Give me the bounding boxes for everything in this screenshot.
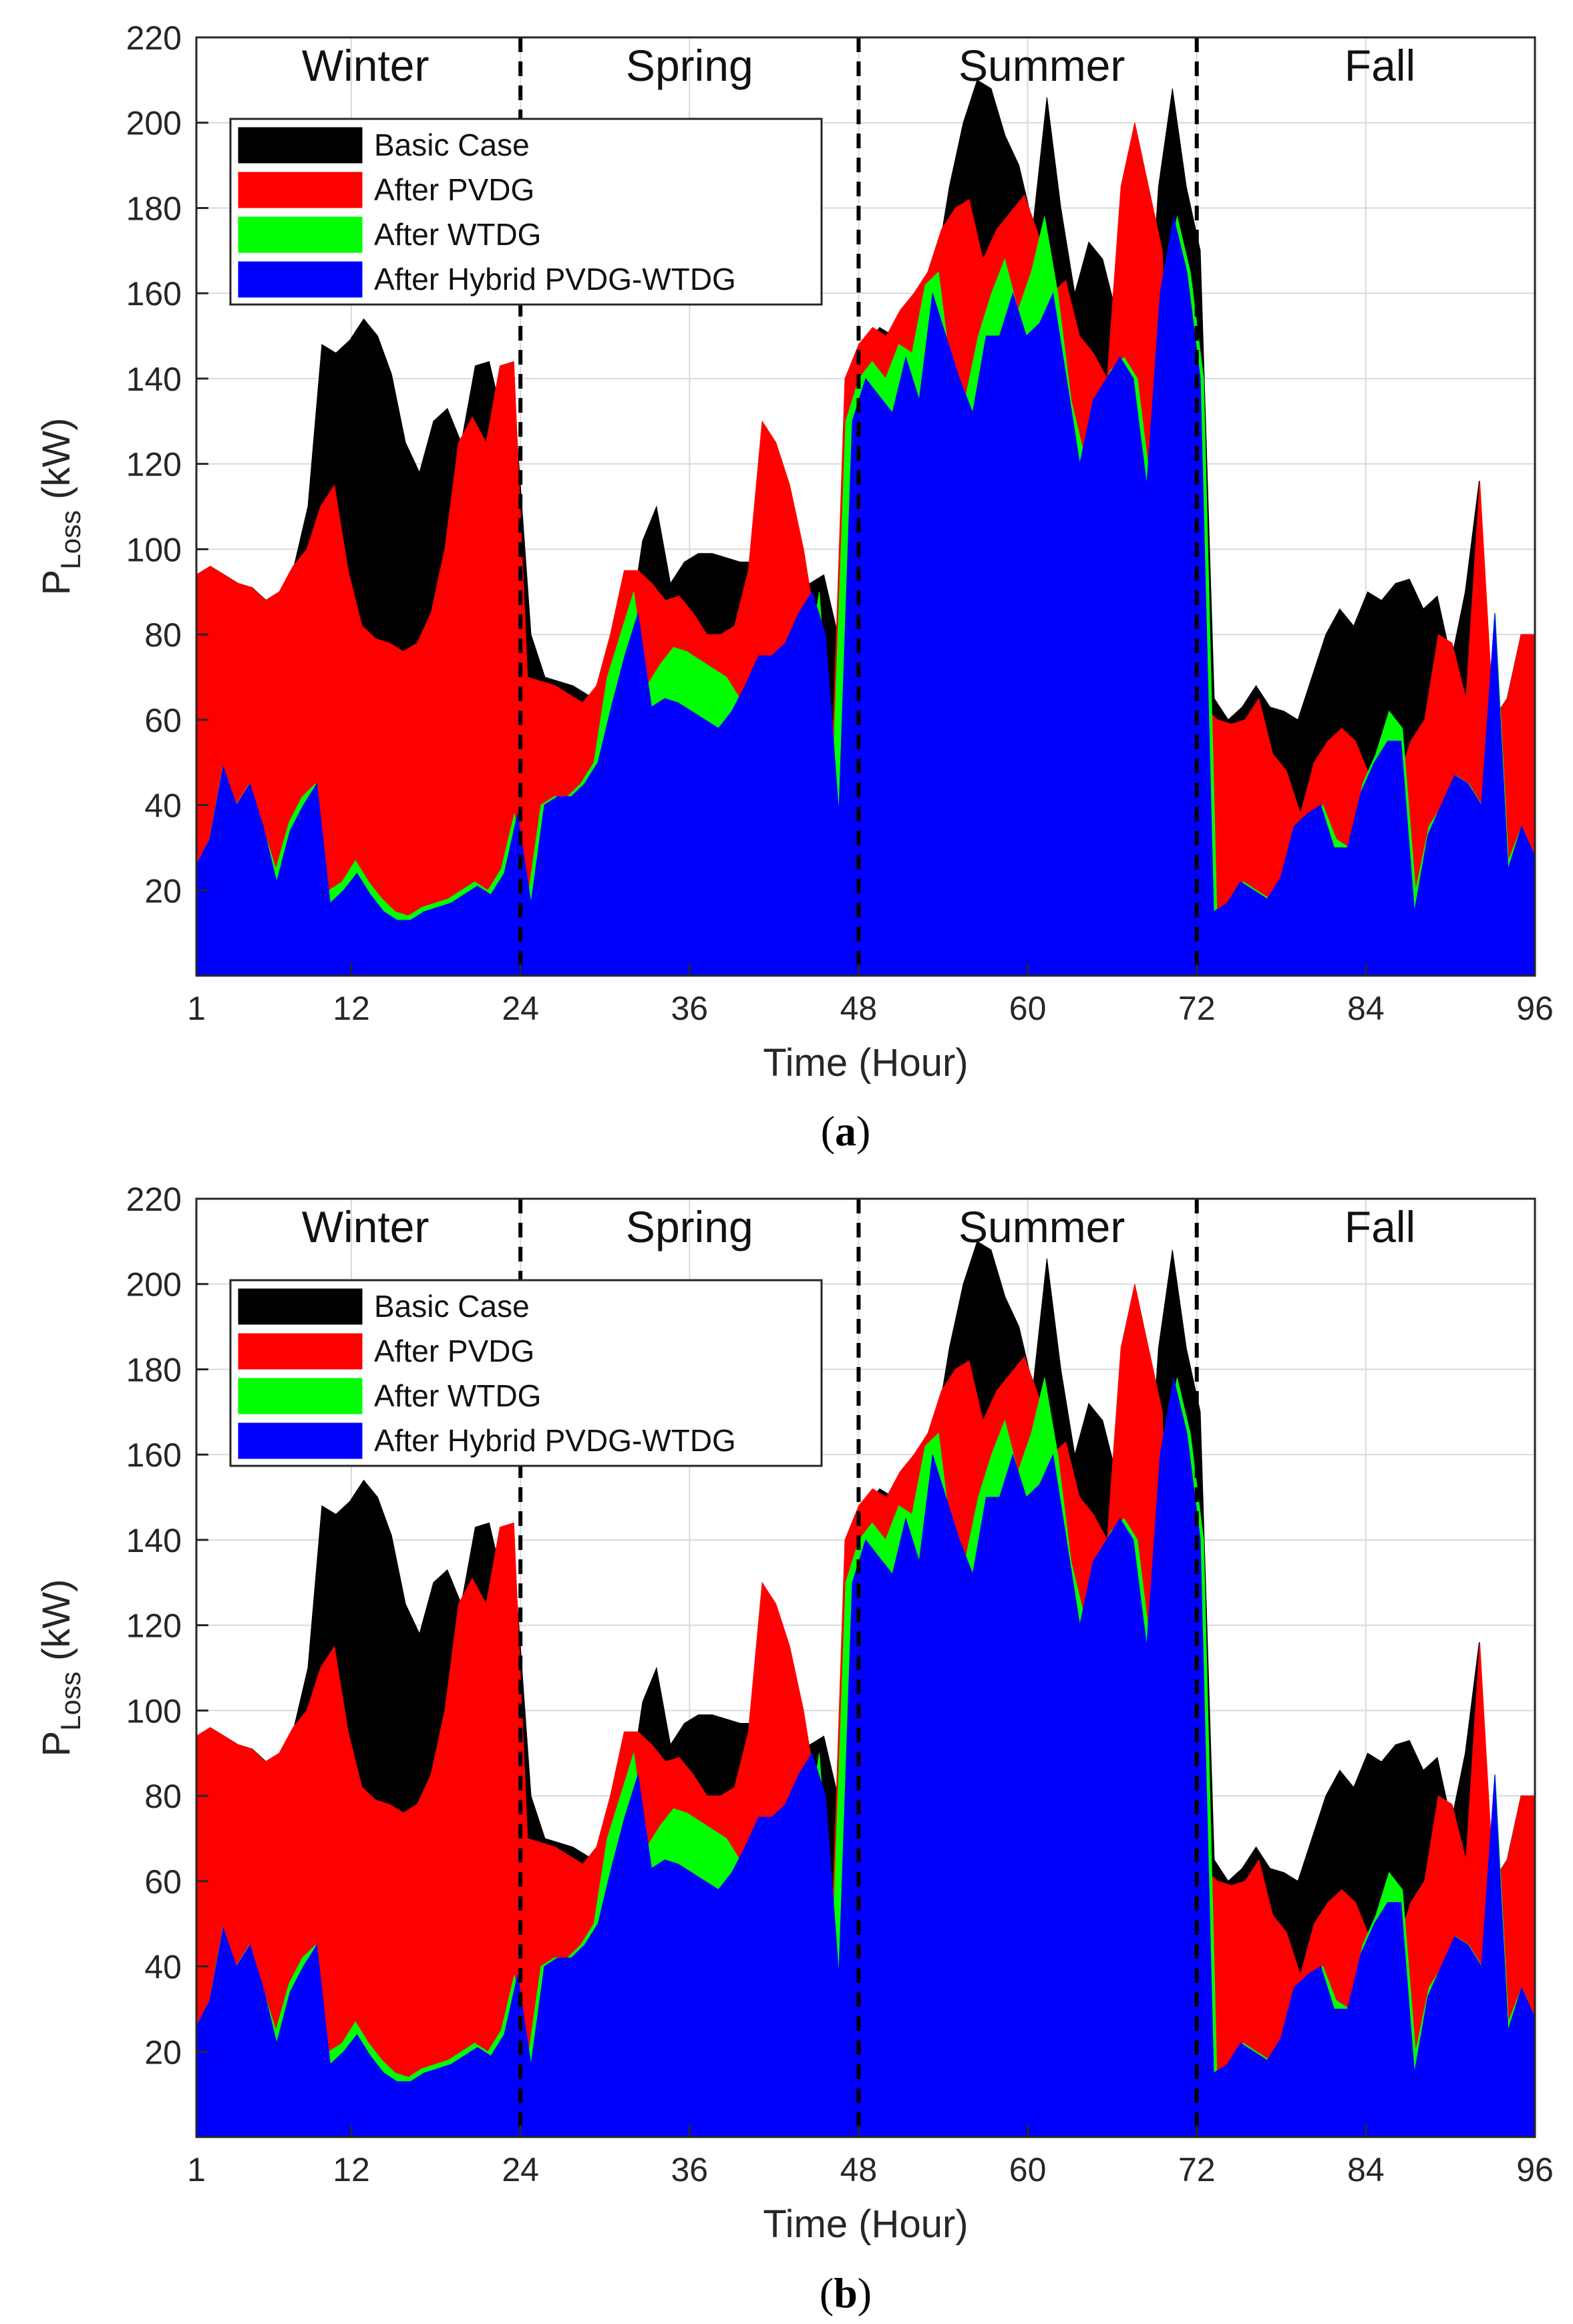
y-axis-label: PLoss (kW): [35, 418, 86, 596]
legend-swatch: [238, 172, 363, 208]
y-tick-label: 80: [144, 616, 182, 654]
x-tick-label: 1: [187, 990, 206, 1027]
y-tick-label: 20: [144, 2034, 182, 2071]
series-group: [196, 79, 1536, 976]
season-label: Summer: [958, 41, 1125, 90]
legend-label: After Hybrid PVDG-WTDG: [374, 262, 736, 297]
legend: Basic Case After PVDG After WTDG After Hybr…: [229, 118, 823, 306]
x-tick-label: 72: [1178, 2151, 1216, 2188]
area-series-after-hybrid-pvdg-wtdg: [196, 1378, 1536, 2138]
season-label: Summer: [958, 1202, 1125, 1251]
x-tick-label: 36: [671, 990, 709, 1027]
x-tick-label: 96: [1516, 990, 1554, 1027]
series-group: [196, 1241, 1536, 2138]
y-tick-label: 20: [144, 872, 182, 910]
x-tick-label: 84: [1347, 990, 1385, 1027]
x-tick-label: 60: [1009, 990, 1047, 1027]
x-axis-label: Time (Hour): [763, 2202, 968, 2246]
y-tick-label: 180: [126, 190, 182, 227]
y-tick-label: 180: [126, 1351, 182, 1388]
legend-swatch: [238, 1422, 363, 1459]
x-tick-label: 48: [840, 990, 878, 1027]
x-tick-label: 12: [333, 2151, 370, 2188]
legend-swatch: [238, 261, 363, 298]
y-tick-label: 60: [144, 1863, 182, 1901]
figure-caption: (a): [821, 1107, 871, 1155]
legend-label: After PVDG: [374, 1334, 534, 1368]
y-tick-label: 120: [126, 446, 182, 483]
y-tick-label: 200: [126, 105, 182, 142]
x-tick-label: 24: [502, 2151, 539, 2188]
figure-caption: (b): [820, 2269, 872, 2317]
chart-panel-a: Winter Spring Summer Fall 20 40 60 80 100 120 140 1…: [35, 19, 1554, 1155]
y-tick-label: 160: [126, 1436, 182, 1474]
legend-swatch: [238, 127, 363, 164]
y-tick-label: 40: [144, 787, 182, 825]
y-axis-label: PLoss (kW): [35, 1579, 86, 1757]
y-tick-label: 160: [126, 275, 182, 313]
legend-swatch: [238, 1378, 363, 1414]
x-tick-label: 36: [671, 2151, 709, 2188]
legend-label: Basic Case: [374, 1289, 530, 1324]
x-tick-label: 12: [333, 990, 370, 1027]
y-tick-label: 100: [126, 531, 182, 568]
x-tick-label: 84: [1347, 2151, 1385, 2188]
y-tick-label: 220: [126, 19, 182, 57]
season-label: Winter: [302, 41, 429, 90]
season-label: Fall: [1345, 1202, 1415, 1251]
y-tick-label: 120: [126, 1607, 182, 1645]
season-label: Winter: [302, 1202, 429, 1251]
area-series-after-hybrid-pvdg-wtdg: [196, 216, 1536, 976]
legend: Basic Case After PVDG After WTDG After Hybr…: [229, 1279, 823, 1467]
y-tick-label: 40: [144, 1949, 182, 1986]
legend-label: After WTDG: [374, 1378, 541, 1413]
y-tick-label: 100: [126, 1692, 182, 1730]
legend-label: After WTDG: [374, 217, 541, 252]
y-tick-label: 200: [126, 1266, 182, 1304]
y-tick-label: 220: [126, 1181, 182, 1218]
x-tick-label: 48: [840, 2151, 878, 2188]
x-axis-label: Time (Hour): [763, 1041, 968, 1085]
x-tick-label: 96: [1516, 2151, 1554, 2188]
chart-panel-b: Winter Spring Summer Fall 20 40 60 80 100 120 140 1…: [35, 1181, 1554, 2317]
legend-swatch: [238, 1333, 363, 1370]
season-label: Fall: [1345, 41, 1415, 90]
y-tick-label: 140: [126, 1522, 182, 1559]
y-tick-label: 140: [126, 361, 182, 398]
x-tick-label: 72: [1178, 990, 1216, 1027]
x-tick-label: 24: [502, 990, 539, 1027]
season-label: Spring: [626, 41, 753, 90]
legend-swatch: [238, 1288, 363, 1325]
axes-box: [195, 1197, 1536, 2138]
axes-box: [195, 36, 1536, 977]
legend-label: After PVDG: [374, 172, 534, 207]
y-tick-label: 80: [144, 1778, 182, 1815]
legend-label: Basic Case: [374, 128, 530, 162]
x-tick-label: 1: [187, 2151, 206, 2188]
y-tick-label: 60: [144, 702, 182, 739]
legend-swatch: [238, 216, 363, 253]
x-tick-label: 60: [1009, 2151, 1047, 2188]
season-label: Spring: [626, 1202, 753, 1251]
legend-label: After Hybrid PVDG-WTDG: [374, 1423, 736, 1458]
